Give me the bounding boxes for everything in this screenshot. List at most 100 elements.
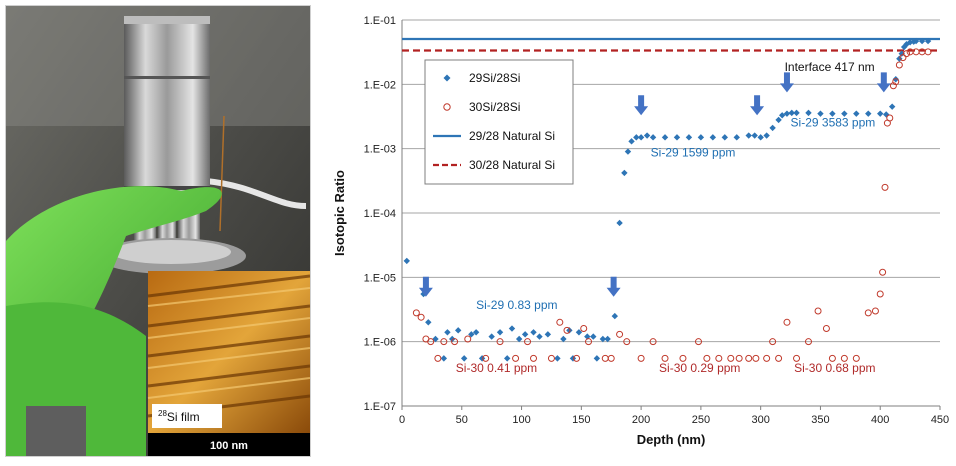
y-tick-label: 1.E-06 [364,337,396,349]
data-point-29si [425,319,432,326]
data-point-30si [451,338,459,346]
data-point-30si [573,354,581,362]
annotations: Interface 417 nm Si-29 3583 ppm Si-29 1599… [456,60,876,375]
data-point-29si [454,327,462,334]
data-point-29si [892,76,899,83]
annotation-label: Si-30 0.41 ppm [456,361,537,375]
data-point-30si [440,338,448,346]
x-tick-label: 450 [931,414,949,426]
data-point-29si [633,134,640,141]
data-point-30si [864,309,872,317]
arrow-marker [750,95,765,116]
data-point-30si [876,290,884,298]
data-point-30si [482,354,490,362]
data-point-30si [735,354,743,362]
data-point-29si [805,109,812,117]
data-point-29si [903,41,910,48]
data-point-29si [472,329,480,336]
data-point-29si [853,110,860,117]
x-tick-label: 50 [456,414,468,426]
data-point-29si [841,110,848,117]
data-point-29si [865,110,872,117]
data-point-30si [530,354,538,362]
annotation-label: Si-30 0.29 ppm [659,361,740,375]
data-point-29si [912,37,920,45]
data-point-29si [444,329,451,336]
data-point-29si [793,109,800,117]
y-tick-label: 1.E-02 [364,79,396,91]
reference-lines [402,37,940,52]
data-point-30si [727,354,735,362]
data-point-30si [793,354,801,362]
arrow-marker [779,72,794,93]
data-point-29si [778,112,786,119]
data-point-29si [488,333,495,340]
data-point-30si [524,338,532,346]
legend-swatch-diamond [443,74,451,82]
chart-svg: 1.E-07 1.E-06 1.E-05 1.E-04 1.E-03 1.E-02 1.E-… [322,0,956,461]
data-point-30si [496,338,504,346]
data-point-30si [745,354,753,362]
x-tick-label: 400 [871,414,889,426]
data-point-30si [804,338,812,346]
annotation-label: Si-29 0.83 ppm [476,298,557,312]
data-point-30si [775,354,783,362]
arrow-marker [634,95,649,116]
annotation-label: Si-29 3583 ppm [791,116,876,130]
annotation-label: Interface 417 nm [785,60,875,74]
data-point-29si [478,355,486,362]
data-point-30si [899,54,907,62]
arrow-marker [876,72,891,93]
data-point-30si [464,335,472,343]
data-point-29si [877,110,884,117]
data-point-29si [616,219,623,227]
data-point-29si [440,355,448,362]
data-point-29si [924,37,932,45]
data-point-30si [783,318,791,326]
scale-bar-label: 100 nm [210,440,248,452]
data-point-29si [649,134,657,141]
legend-label: 30/28 Natural Si [469,158,555,172]
afm-inset: 28Si film 100 nm [147,271,310,456]
data-point-30si [563,326,571,334]
data-point-29si [530,329,537,336]
data-point-30si [903,50,911,58]
legend-box [424,59,574,185]
data-point-30si [852,354,860,362]
data-point-29si [898,50,905,57]
data-point-30si [623,338,631,346]
data-point-30si [616,330,624,338]
x-tick-label: 200 [632,414,650,426]
data-point-29si [637,134,645,141]
isotopic-ratio-chart: 1.E-07 1.E-06 1.E-05 1.E-04 1.E-03 1.E-02 1.E-… [322,0,956,461]
data-point-30si [585,338,593,346]
y-axis-title: Isotopic Ratio [332,170,347,256]
data-point-29si [896,55,903,62]
data-point-29si [544,331,552,338]
data-point-30si [828,354,836,362]
data-point-30si [814,307,822,315]
annotation-label: Si-30 0.68 ppm [794,361,875,375]
legend-swatch-circle [443,103,451,111]
data-point-29si [403,257,410,265]
data-point-30si [412,309,420,317]
experiment-photo: 28Si film 100 nm [5,5,311,457]
arrows [418,72,891,297]
legend-label: 29/28 Natural Si [469,129,555,143]
data-point-29si [788,109,795,117]
data-point-29si [883,111,890,118]
legend-label: 30Si/28Si [469,100,520,114]
data-point-30si [649,338,657,346]
data-point-30si [822,325,830,333]
data-point-30si [694,338,702,346]
data-point-29si [783,110,791,117]
data-point-29si [468,331,475,338]
photo-illustration: 28Si film 100 nm [6,6,310,456]
data-point-29si [888,103,896,110]
data-point-29si [685,134,693,141]
data-point-30si [556,318,564,326]
data-point-30si [715,354,723,362]
annotation-label: Si-29 1599 ppm [651,146,736,160]
x-axis-title: Depth (nm) [637,432,706,447]
data-point-29si [661,134,669,141]
